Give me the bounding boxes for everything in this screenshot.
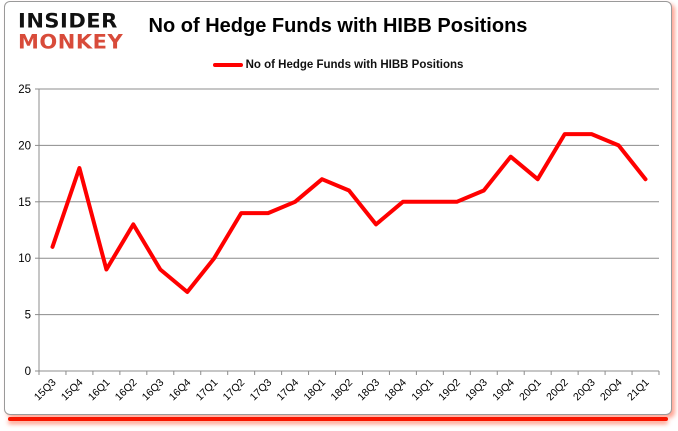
x-tick-label: 16Q1 xyxy=(86,377,113,404)
series-line xyxy=(50,132,648,294)
x-tick-label: 20Q2 xyxy=(544,377,571,404)
x-tick-label: 19Q3 xyxy=(463,377,490,404)
y-tick-label: 5 xyxy=(25,310,31,322)
y-tick-label: 20 xyxy=(18,140,31,152)
x-tick-label: 18Q3 xyxy=(355,377,382,404)
logo-text-insider: INSIDER xyxy=(18,9,118,33)
x-tick-label: 17Q3 xyxy=(248,377,275,404)
x-tick-label: 17Q4 xyxy=(275,377,302,404)
x-tick-label: 17Q2 xyxy=(221,377,248,404)
x-tick-label: 21Q1 xyxy=(625,377,652,404)
x-tick-label: 19Q2 xyxy=(436,377,463,404)
y-tick-label: 0 xyxy=(25,366,31,378)
chart-frame: INSIDER MONKEY No of Hedge Funds with HI… xyxy=(4,1,672,415)
insider-monkey-logo: INSIDER MONKEY xyxy=(18,11,123,52)
x-tick-label: 18Q4 xyxy=(382,377,409,404)
x-tick-label: 19Q1 xyxy=(409,377,436,404)
logo-text-monkey: MONKEY xyxy=(18,30,124,53)
legend-line-swatch xyxy=(212,63,243,67)
y-tick-label: 10 xyxy=(18,253,31,265)
x-tick-label: 19Q4 xyxy=(490,377,517,404)
chart-title: No of Hedge Funds with HIBB Positions xyxy=(148,15,528,37)
x-tick-label: 18Q2 xyxy=(328,377,355,404)
x-tick-label: 15Q4 xyxy=(59,377,86,404)
x-tick-label: 16Q3 xyxy=(140,377,167,404)
x-tick-label: 16Q2 xyxy=(113,377,140,404)
frame-bottom-red-bar xyxy=(8,417,668,421)
x-tick-label: 18Q1 xyxy=(302,377,329,404)
legend-label: No of Hedge Funds with HIBB Positions xyxy=(245,59,464,71)
y-tick-label: 25 xyxy=(18,84,31,96)
x-tick-label: 20Q1 xyxy=(517,377,544,404)
x-tick-label: 16Q4 xyxy=(167,377,194,404)
x-tick-label: 15Q3 xyxy=(32,377,59,404)
x-tick-label: 20Q4 xyxy=(598,377,625,404)
y-tick-label: 15 xyxy=(18,197,31,209)
chart-legend: No of Hedge Funds with HIBB Positions xyxy=(5,59,671,71)
x-tick-label: 20Q3 xyxy=(571,377,598,404)
x-tick-label: 17Q1 xyxy=(194,377,221,404)
